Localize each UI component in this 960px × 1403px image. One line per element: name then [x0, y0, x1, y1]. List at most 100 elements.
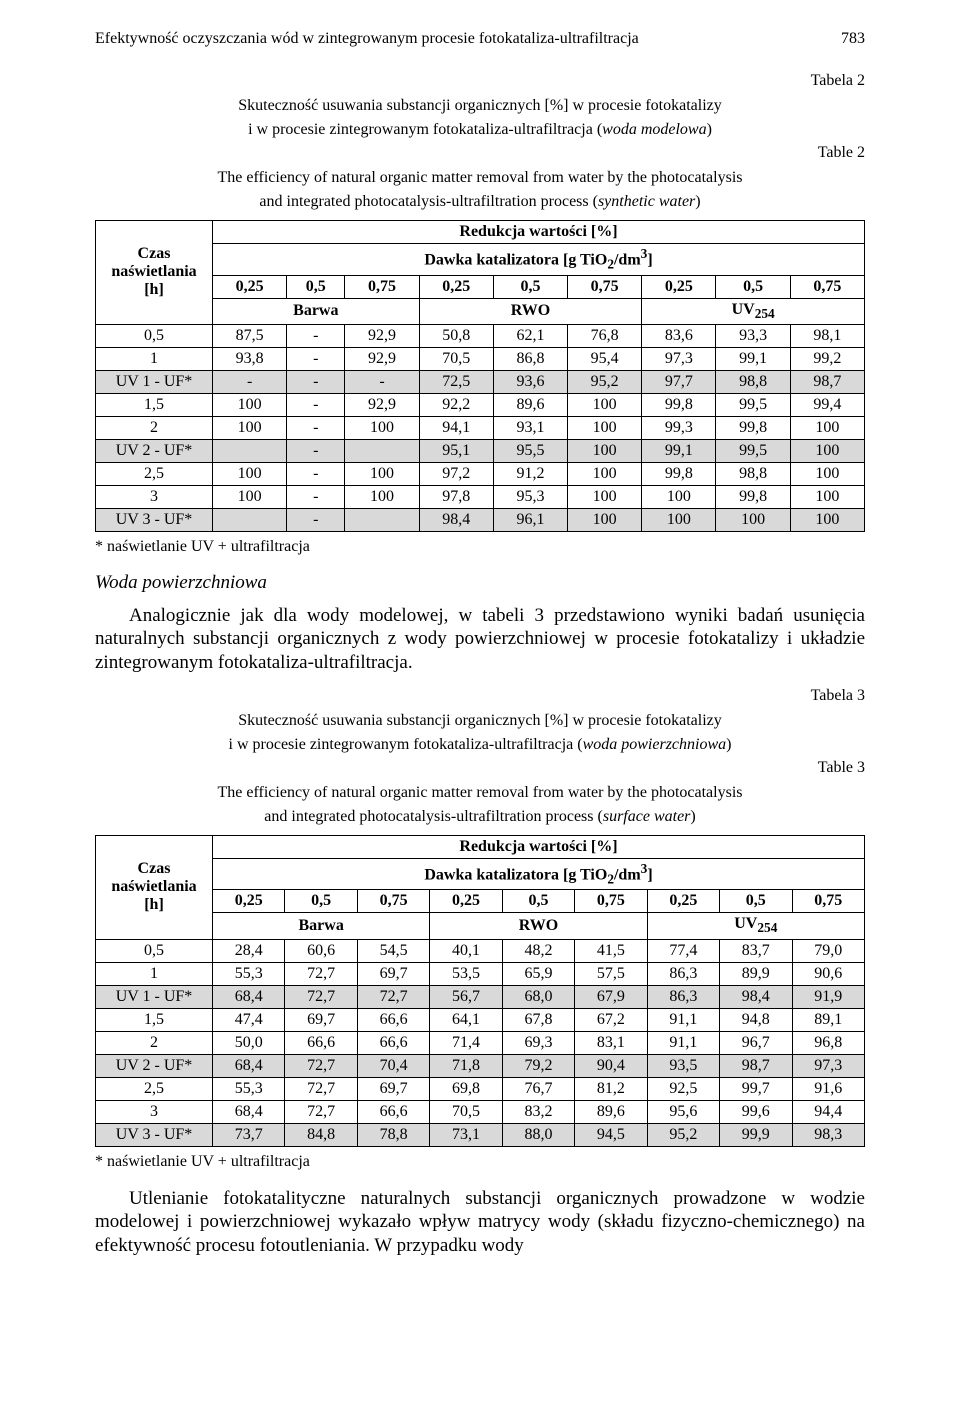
data-cell: 100	[213, 393, 287, 416]
data-cell: 99,4	[790, 393, 864, 416]
data-cell: 95,4	[568, 347, 642, 370]
data-cell: 53,5	[430, 962, 502, 985]
dose-cell: 0,25	[430, 890, 502, 913]
data-cell: 48,2	[502, 939, 574, 962]
data-cell: 96,8	[792, 1031, 865, 1054]
data-cell: 100	[568, 393, 642, 416]
dose-cell: 0,5	[716, 275, 790, 298]
data-cell: 92,2	[419, 393, 493, 416]
row-time-cell: 3	[96, 485, 213, 508]
data-cell: 72,7	[285, 1054, 357, 1077]
data-cell: 83,2	[502, 1100, 574, 1123]
czas-label: Czas	[138, 860, 171, 877]
naswietlania-label: naświetlania	[111, 878, 196, 895]
data-cell: 88,0	[502, 1123, 574, 1146]
data-cell: 72,5	[419, 370, 493, 393]
data-cell: 84,8	[285, 1123, 357, 1146]
data-cell: 100	[345, 416, 419, 439]
data-cell: 93,3	[716, 324, 790, 347]
table-row: 0,528,460,654,540,148,241,577,483,779,0	[96, 939, 865, 962]
data-cell: 81,2	[575, 1077, 647, 1100]
data-cell: 67,2	[575, 1008, 647, 1031]
data-cell: 72,7	[285, 1100, 357, 1123]
row-time-cell: 2,5	[96, 1077, 213, 1100]
row-time-cell: 0,5	[96, 324, 213, 347]
data-cell: 99,1	[716, 347, 790, 370]
data-cell: 83,6	[642, 324, 716, 347]
table-row: 193,8-92,970,586,895,497,399,199,2	[96, 347, 865, 370]
data-cell: 100	[213, 416, 287, 439]
table-row: 2,5100-10097,291,210099,898,8100	[96, 462, 865, 485]
data-cell: 93,5	[647, 1054, 719, 1077]
row-time-cell: 1,5	[96, 393, 213, 416]
data-cell: 98,4	[720, 985, 792, 1008]
data-cell: 98,7	[790, 370, 864, 393]
group-uv: UV254	[647, 913, 864, 939]
data-cell: 50,0	[213, 1031, 285, 1054]
data-cell: -	[345, 370, 419, 393]
data-cell: 87,5	[213, 324, 287, 347]
data-cell: 97,2	[419, 462, 493, 485]
data-cell: 86,3	[647, 985, 719, 1008]
data-cell: -	[287, 508, 345, 531]
data-cell: 91,2	[493, 462, 567, 485]
data-cell: 69,7	[285, 1008, 357, 1031]
table-row: 1,547,469,766,664,167,867,291,194,889,1	[96, 1008, 865, 1031]
table2: Czas naświetlania [h] Redukcja wartości …	[95, 220, 865, 532]
data-cell: 100	[790, 508, 864, 531]
data-cell: 99,1	[642, 439, 716, 462]
data-cell: 97,3	[642, 347, 716, 370]
caption-text: i w procesie zintegrowanym fotokataliza-…	[248, 121, 712, 138]
data-cell: 95,6	[647, 1100, 719, 1123]
dose-cell: 0,75	[792, 890, 865, 913]
row-time-cell: UV 3 - UF*	[96, 1123, 213, 1146]
data-cell: 68,4	[213, 1100, 285, 1123]
data-cell: 69,8	[430, 1077, 502, 1100]
data-cell: -	[287, 416, 345, 439]
data-cell: 98,1	[790, 324, 864, 347]
dose-end: ]	[647, 251, 652, 268]
data-cell: 89,1	[792, 1008, 865, 1031]
dose-cell: 0,5	[720, 890, 792, 913]
dose-cell: 0,25	[213, 890, 285, 913]
naswietlania-label: naświetlania	[111, 263, 196, 280]
dose-tail: /dm	[614, 866, 641, 883]
tabela3-label: Tabela 3	[95, 687, 865, 705]
data-cell: 93,1	[493, 416, 567, 439]
data-cell: 70,5	[419, 347, 493, 370]
data-cell: 86,3	[647, 962, 719, 985]
czas-label: Czas	[138, 245, 171, 262]
data-cell: 97,8	[419, 485, 493, 508]
data-cell: 97,3	[792, 1054, 865, 1077]
data-cell: 99,5	[716, 393, 790, 416]
tabela2-caption-pl-2: i w procesie zintegrowanym fotokataliza-…	[95, 120, 865, 140]
row-time-cell: 1	[96, 962, 213, 985]
data-cell	[345, 439, 419, 462]
data-cell: 62,1	[493, 324, 567, 347]
row-time-cell: 2	[96, 1031, 213, 1054]
data-cell: 92,9	[345, 393, 419, 416]
row-label-header: Czas naświetlania [h]	[96, 221, 213, 325]
data-cell: 100	[716, 508, 790, 531]
data-cell: 92,5	[647, 1077, 719, 1100]
data-cell: 86,8	[493, 347, 567, 370]
row-time-cell: 3	[96, 1100, 213, 1123]
data-cell: 68,0	[502, 985, 574, 1008]
data-cell: 70,5	[430, 1100, 502, 1123]
uv-text: UV	[732, 301, 755, 318]
table-row: 368,472,766,670,583,289,695,699,694,4	[96, 1100, 865, 1123]
data-cell: -	[287, 347, 345, 370]
hours-label: [h]	[144, 896, 164, 913]
data-cell: 99,7	[720, 1077, 792, 1100]
data-cell: -	[287, 370, 345, 393]
data-cell: 89,6	[493, 393, 567, 416]
data-cell: 41,5	[575, 939, 647, 962]
row-time-cell: UV 3 - UF*	[96, 508, 213, 531]
data-cell: 100	[345, 462, 419, 485]
data-cell: 55,3	[213, 962, 285, 985]
dose-cell: 0,5	[493, 275, 567, 298]
data-cell: -	[287, 393, 345, 416]
data-cell: 66,6	[357, 1100, 429, 1123]
dose-cell: 0,75	[790, 275, 864, 298]
table-row: 250,066,666,671,469,383,191,196,796,8	[96, 1031, 865, 1054]
